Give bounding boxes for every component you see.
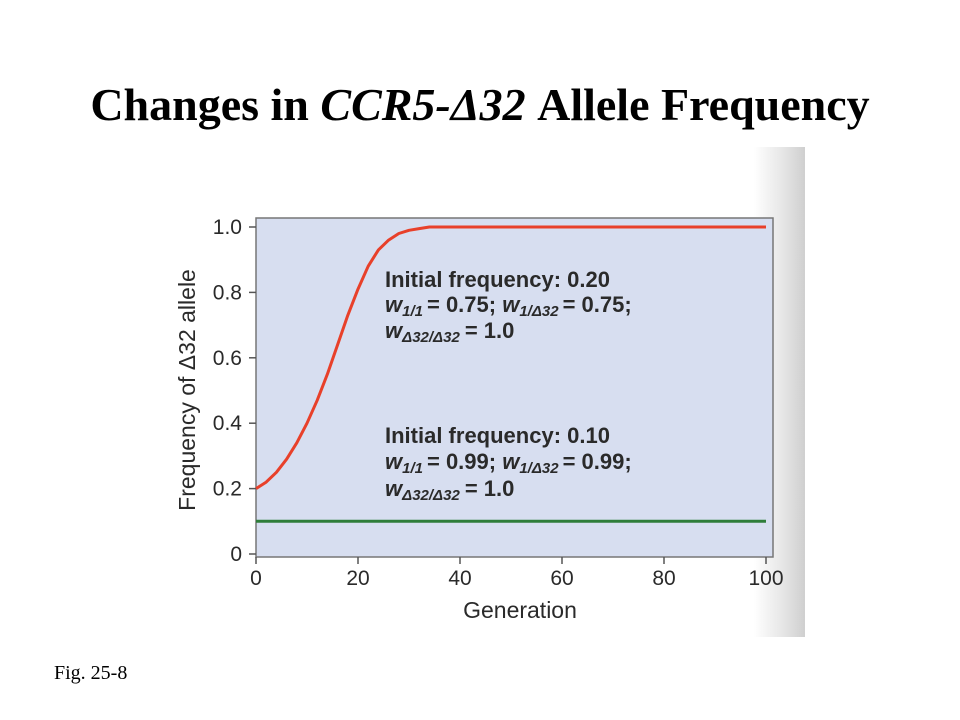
annotation-top-line1: Initial frequency: 0.20 — [385, 267, 610, 292]
wdd-value: = 1.0 — [465, 476, 515, 501]
w1d-value: = 0.75; — [563, 292, 632, 317]
series-layer — [255, 225, 766, 523]
annotation-top-line3: wΔ32/Δ32 = 1.0 — [385, 318, 514, 346]
w-symbol: w — [502, 449, 521, 474]
x-tick-label: 60 — [550, 567, 573, 590]
annotation-top: Initial frequency: 0.20 w1/1 = 0.75; w1/Δ… — [385, 267, 632, 346]
annotation-bottom: Initial frequency: 0.10 w1/1 = 0.99; w1/Δ… — [385, 423, 632, 504]
annotation-bottom-line1: Initial frequency: 0.10 — [385, 423, 610, 448]
annotation-bottom-line3: wΔ32/Δ32 = 1.0 — [385, 476, 514, 504]
w-symbol: w — [385, 476, 404, 501]
y-tick-label: 0.6 — [213, 347, 242, 370]
x-tick-label: 20 — [346, 567, 369, 590]
annotation-bottom-line2: w1/1 = 0.99; w1/Δ32 = 0.99; — [385, 449, 632, 477]
y-tick-label: 0 — [230, 543, 242, 566]
title-suffix: Allele Frequency — [525, 79, 870, 130]
x-tick-label: 0 — [250, 567, 262, 590]
x-axis: 0 20 40 60 80 100 — [250, 557, 784, 590]
w-symbol: w — [502, 292, 521, 317]
w-sub-1-1: 1/1 — [402, 303, 423, 320]
w-symbol: w — [385, 318, 404, 343]
w-symbol: w — [385, 449, 404, 474]
y-tick-label: 1.0 — [213, 216, 242, 239]
figure-caption: Fig. 25-8 — [54, 662, 128, 684]
y-tick-label: 0.2 — [213, 478, 242, 501]
wdd-value: = 1.0 — [465, 318, 515, 343]
w-sub-1-1: 1/1 — [402, 460, 423, 477]
annotation-top-line2: w1/1 = 0.75; w1/Δ32 = 0.75; — [385, 292, 632, 320]
title-gene: CCR5-Δ32 — [320, 79, 526, 130]
plot-area — [255, 217, 774, 558]
slide-title: Changes in CCR5-Δ32 Allele Frequency — [0, 78, 960, 131]
x-tick-label: 40 — [448, 567, 471, 590]
y-axis-label: Frequency of Δ32 allele — [174, 269, 200, 511]
w-sub-1-d32: 1/Δ32 — [519, 303, 559, 320]
w11-value: = 0.75; — [427, 292, 502, 317]
w-sub-d32-d32: Δ32/Δ32 — [401, 329, 460, 346]
w-sub-d32-d32: Δ32/Δ32 — [401, 487, 460, 504]
w-sub-1-d32: 1/Δ32 — [519, 460, 559, 477]
w1d-value: = 0.99; — [563, 449, 632, 474]
y-tick-label: 0.4 — [213, 412, 243, 435]
y-tick-label: 0.8 — [213, 281, 242, 304]
w11-value: = 0.99; — [427, 449, 502, 474]
x-tick-label: 100 — [748, 567, 783, 590]
w-symbol: w — [385, 292, 404, 317]
x-axis-label: Generation — [463, 597, 577, 623]
series-line-1 — [255, 225, 766, 490]
y-axis: 0 0.2 0.4 0.6 0.8 1.0 — [213, 216, 256, 566]
x-tick-label: 80 — [652, 567, 675, 590]
title-prefix: Changes in — [90, 79, 321, 130]
